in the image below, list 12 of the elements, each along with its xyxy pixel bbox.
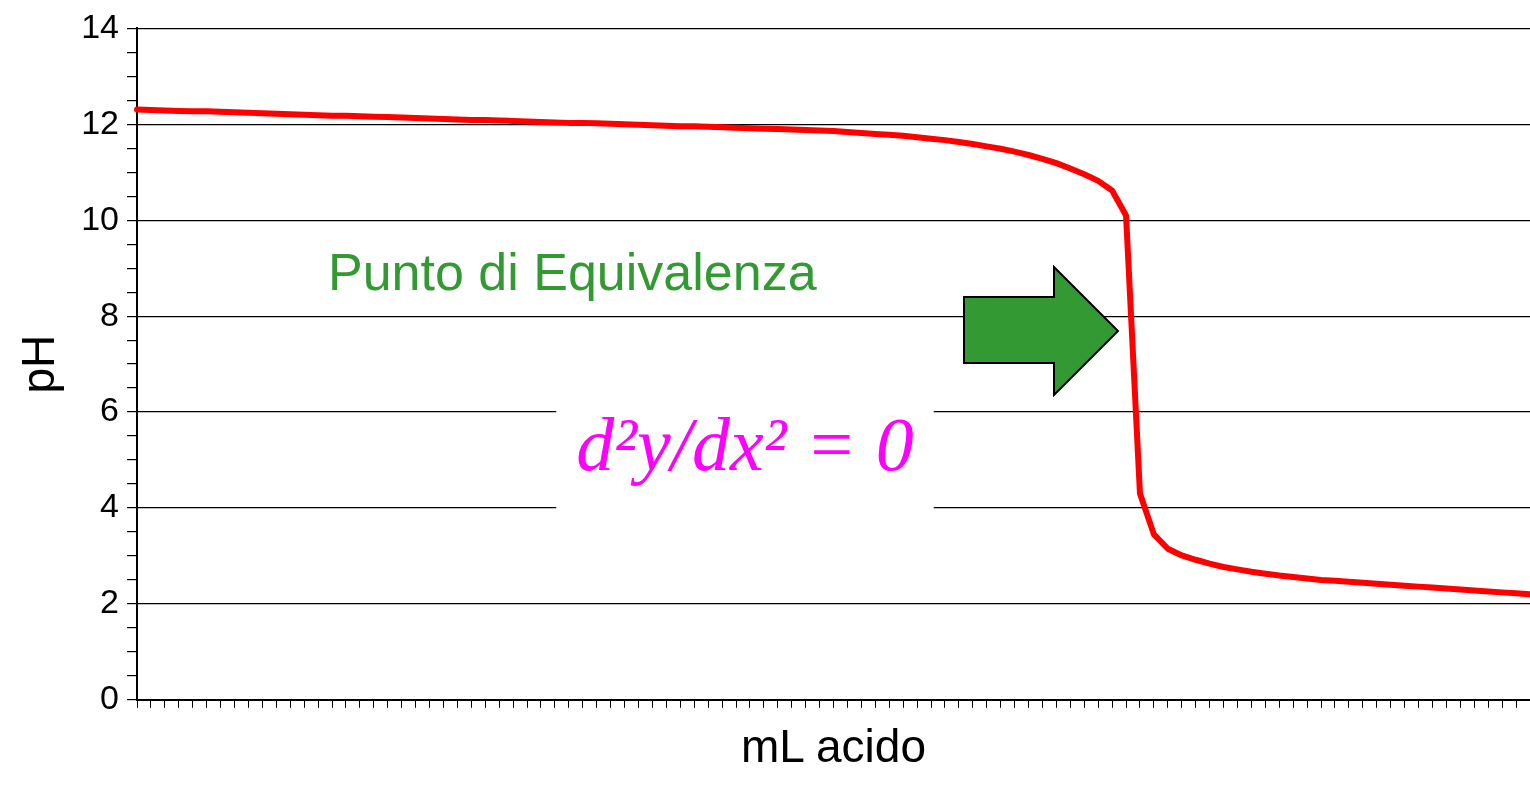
y-tick-label: 2 bbox=[100, 582, 120, 621]
x-axis-title: mL acido bbox=[741, 720, 926, 773]
y-tick-label: 8 bbox=[100, 294, 120, 333]
y-tick-label: 12 bbox=[81, 102, 120, 141]
y-tick-label: 6 bbox=[100, 390, 120, 429]
annotation: Punto di Equivalenza bbox=[328, 243, 817, 301]
y-tick-label: 4 bbox=[100, 486, 120, 525]
y-axis-title: pH bbox=[12, 334, 65, 394]
y-tick-label: 14 bbox=[81, 6, 120, 45]
y-tick-label: 0 bbox=[100, 678, 120, 717]
annotation: d²y/dx² = 0 bbox=[576, 402, 914, 486]
y-tick-label: 10 bbox=[81, 198, 120, 237]
